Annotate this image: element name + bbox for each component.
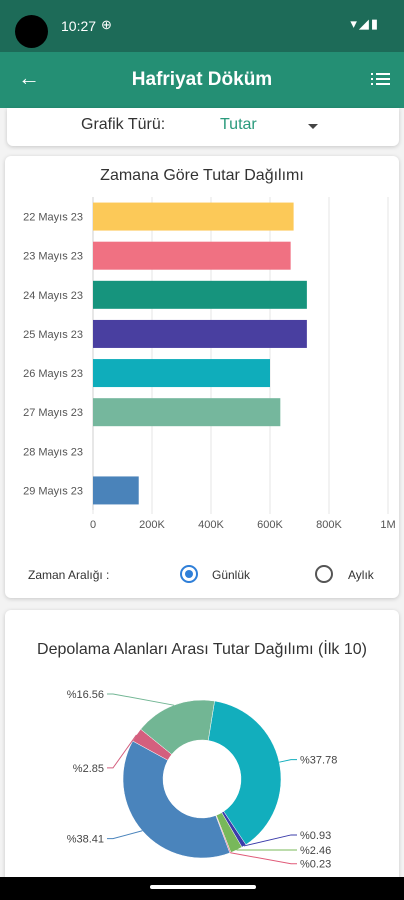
back-arrow-icon[interactable]: ←	[18, 65, 40, 90]
radio-monthly-label[interactable]: Aylık	[348, 568, 374, 582]
leader-line	[107, 693, 174, 706]
y-tick-label: 24 Mayıs 23	[23, 290, 83, 302]
x-tick-label: 1M	[380, 519, 395, 531]
bar-chart: 0 200K 400K 600K 800K 1M 22 Mayıs 23 23 Mayıs 2…	[23, 197, 396, 531]
status-time: 10:27	[61, 18, 97, 34]
chart-type-label: Grafik Türü:	[81, 116, 166, 133]
leader-line	[243, 834, 297, 847]
signal-battery-icons: ▾◢▮	[350, 16, 380, 31]
y-tick-label: 27 Mayıs 23	[23, 407, 83, 419]
x-tick-label: 0	[90, 519, 96, 531]
home-handle[interactable]	[150, 885, 256, 889]
slice-label: %0.23	[300, 859, 331, 871]
y-tick-label: 25 Mayıs 23	[23, 329, 83, 341]
navigation-bar	[0, 877, 404, 900]
y-tick-label: 22 Mayıs 23	[23, 212, 83, 224]
slice-label: %16.56	[67, 689, 104, 701]
chart-type-dropdown[interactable]: Tutar	[220, 116, 257, 133]
x-tick-label: 200K	[139, 519, 165, 531]
bar	[93, 398, 281, 427]
radio-monthly[interactable]	[315, 565, 333, 583]
bar-chart-title: Zamana Göre Tutar Dağılımı	[100, 167, 304, 184]
bar	[93, 280, 307, 309]
y-tick-label: 29 Mayıs 23	[23, 485, 83, 497]
slice-label: %2.46	[300, 845, 331, 857]
bar	[93, 241, 291, 270]
page-title: Hafriyat Döküm	[131, 69, 273, 90]
pie-chart-title: Depolama Alanları Arası Tutar Dağılımı (…	[37, 641, 367, 658]
time-range-label: Zaman Aralığı :	[28, 568, 110, 582]
globe-icon: ⊕	[101, 17, 112, 32]
bar	[93, 319, 307, 348]
y-tick-label: 26 Mayıs 23	[23, 368, 83, 380]
radio-daily[interactable]	[180, 565, 198, 583]
x-tick-label: 400K	[198, 519, 224, 531]
slice-label: %2.85	[73, 763, 104, 775]
x-tick-label: 600K	[257, 519, 283, 531]
radio-daily-label[interactable]: Günlük	[212, 568, 251, 582]
donut-slice	[207, 700, 282, 846]
y-tick-label: 28 Mayıs 23	[23, 446, 83, 458]
leader-line	[107, 734, 137, 769]
chevron-down-icon[interactable]	[308, 124, 318, 129]
list-menu-icon[interactable]	[371, 73, 390, 86]
bar	[93, 202, 294, 231]
slice-label: %38.41	[67, 834, 104, 846]
pie-chart-card: Depolama Alanları Arası Tutar Dağılımı (…	[5, 610, 399, 880]
app-bar: ← Hafriyat Döküm	[0, 52, 404, 108]
status-bar: 10:27 ⊕ ▾◢▮	[0, 0, 404, 52]
y-tick-label: 23 Mayıs 23	[23, 251, 83, 263]
chart-type-card: Grafik Türü: Tutar	[7, 108, 399, 146]
slice-label: %0.93	[300, 830, 331, 842]
leader-line	[279, 759, 297, 763]
donut-slice	[140, 699, 215, 755]
bar-chart-card: Zamana Göre Tutar Dağılımı 0 200K 400K 600K…	[5, 156, 399, 598]
donut-chart: %37.78 %0.93 %2.46 %0.23 %38.41 %2.85 %16.56	[67, 689, 338, 871]
camera-cutout	[15, 15, 48, 48]
donut-slice	[122, 740, 231, 859]
bar	[93, 359, 270, 388]
leader-line	[230, 852, 297, 865]
slice-label: %37.78	[300, 755, 337, 767]
bar	[93, 476, 139, 505]
x-tick-label: 800K	[316, 519, 342, 531]
leader-line	[107, 830, 143, 840]
